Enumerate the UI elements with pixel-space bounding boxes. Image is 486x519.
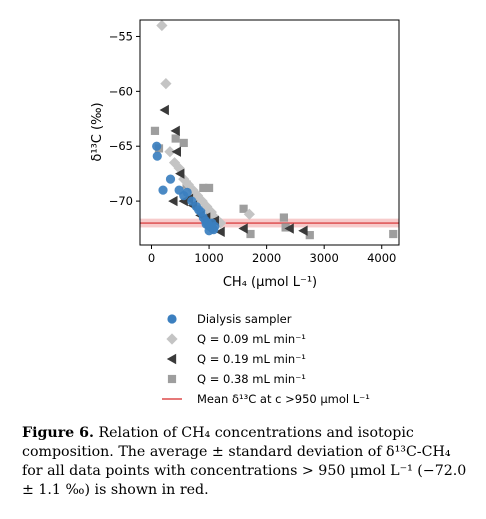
y-tick-label: −70 (109, 194, 133, 208)
y-axis: −55 −60 −65 −70 (109, 29, 140, 208)
y-tick-label: −60 (109, 84, 133, 98)
data-point (152, 141, 162, 151)
data-point (204, 183, 214, 193)
data-point (246, 229, 255, 239)
legend-entry: Dialysis sampler (167, 312, 292, 326)
x-tick-label: 1000 (194, 251, 223, 265)
x-tick-label: 4000 (367, 251, 396, 265)
data-point (281, 223, 290, 232)
legend-label: Mean δ¹³C at c >950 μmol L⁻¹ (197, 392, 370, 406)
data-point (298, 225, 308, 236)
data-point (165, 174, 176, 184)
legend-marker (167, 314, 177, 324)
legend-label: Dialysis sampler (197, 312, 292, 326)
data-point (164, 146, 176, 158)
data-point (305, 231, 314, 240)
mean-band-layer (140, 218, 399, 228)
data-point (284, 223, 294, 234)
legend-label: Q = 0.38 mL min⁻¹ (197, 372, 306, 386)
data-point (389, 229, 398, 239)
data-point (179, 138, 188, 148)
data-point (159, 104, 169, 116)
data-point (171, 134, 180, 143)
data-point (150, 126, 160, 135)
points-layer (150, 20, 398, 240)
legend-entry: Mean δ¹³C at c >950 μmol L⁻¹ (162, 392, 370, 406)
data-point (207, 218, 217, 228)
plot-frame (139, 19, 400, 246)
legend-label: Q = 0.19 mL min⁻¹ (197, 352, 306, 366)
data-point (160, 78, 172, 90)
legend-marker (166, 333, 178, 345)
x-tick-label: 0 (148, 251, 155, 265)
y-tick-label: −65 (109, 139, 133, 153)
legend-label: Q = 0.09 mL min⁻¹ (197, 332, 306, 346)
data-point (199, 183, 208, 193)
scatter-chart: 0 1000 2000 3000 4000 −55 −60 −65 −70 CH₄ (μmol… (90, 19, 400, 406)
legend-entry: Q = 0.38 mL min⁻¹ (167, 372, 306, 386)
data-point (239, 204, 248, 213)
caption-text: Relation of CH₄ concentrations and isoto… (22, 425, 467, 498)
y-tick-label: −55 (109, 29, 133, 43)
caption-label: Figure 6. (22, 425, 94, 441)
plot-background (140, 20, 399, 245)
series-circle (152, 141, 220, 236)
x-tick-label: 2000 (252, 251, 281, 265)
data-point (182, 187, 192, 197)
x-axis: 0 1000 2000 3000 4000 (148, 245, 396, 265)
data-point (170, 125, 180, 137)
x-tick-label: 3000 (310, 251, 339, 265)
data-point (243, 208, 255, 220)
legend-entry: Q = 0.09 mL min⁻¹ (166, 332, 306, 346)
legend: Dialysis sampler Q = 0.09 mL min⁻¹ Q = 0.1… (162, 312, 370, 406)
data-point (238, 223, 248, 234)
data-point (152, 151, 162, 161)
y-axis-label: δ¹³C (‰) (90, 102, 105, 161)
legend-marker (166, 353, 177, 365)
data-point (156, 20, 168, 32)
figure-caption: Figure 6. Relation of CH₄ concentrations… (22, 424, 468, 500)
data-point (279, 213, 288, 222)
series-diamond (156, 20, 255, 229)
data-point (175, 168, 185, 179)
x-axis-label: CH₄ (μmol L⁻¹) (223, 275, 317, 290)
data-point (158, 185, 168, 195)
data-point (171, 146, 181, 157)
data-point (168, 195, 178, 207)
data-point (215, 226, 225, 238)
legend-marker (167, 374, 177, 384)
legend-entry: Q = 0.19 mL min⁻¹ (166, 352, 306, 366)
